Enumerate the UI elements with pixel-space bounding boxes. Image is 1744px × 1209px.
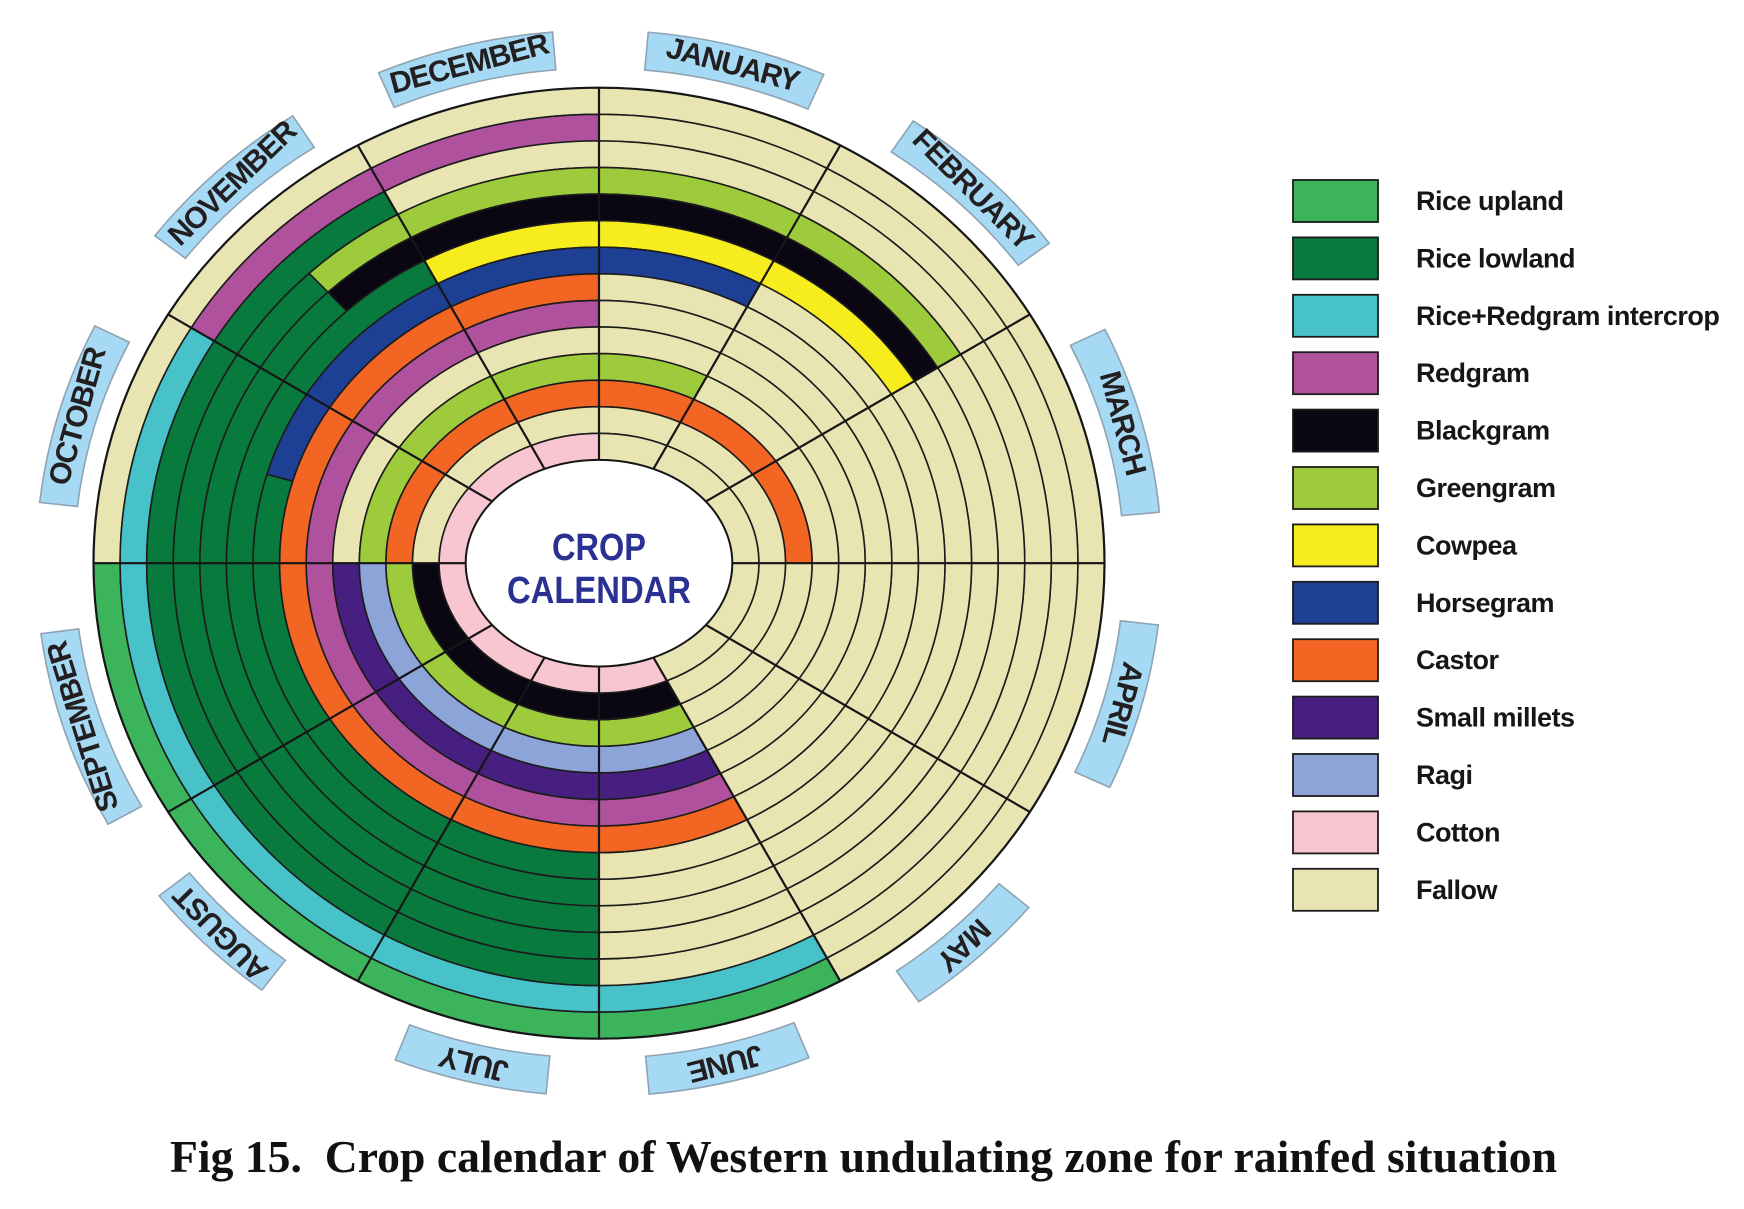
svg-text:CALENDAR: CALENDAR — [507, 570, 691, 612]
svg-text:Redgram: Redgram — [1416, 358, 1530, 388]
svg-text:Horsegram: Horsegram — [1416, 588, 1554, 618]
svg-text:Fallow: Fallow — [1416, 875, 1499, 905]
svg-text:Ragi: Ragi — [1416, 760, 1473, 790]
svg-text:Blackgram: Blackgram — [1416, 416, 1550, 446]
svg-text:Castor: Castor — [1416, 645, 1500, 675]
svg-text:Greengram: Greengram — [1416, 473, 1556, 503]
svg-text:Small millets: Small millets — [1416, 703, 1575, 733]
svg-text:Rice lowland: Rice lowland — [1416, 243, 1575, 273]
svg-text:Cotton: Cotton — [1416, 817, 1500, 847]
svg-text:Cowpea: Cowpea — [1416, 530, 1518, 560]
svg-text:CROP: CROP — [552, 527, 646, 569]
svg-text:Rice upland: Rice upland — [1416, 186, 1564, 216]
svg-text:Rice+Redgram intercrop: Rice+Redgram intercrop — [1416, 301, 1719, 331]
svg-text:Fig 15. Crop calendar of West: Fig 15. Crop calendar of Western undulat… — [170, 1131, 1557, 1182]
